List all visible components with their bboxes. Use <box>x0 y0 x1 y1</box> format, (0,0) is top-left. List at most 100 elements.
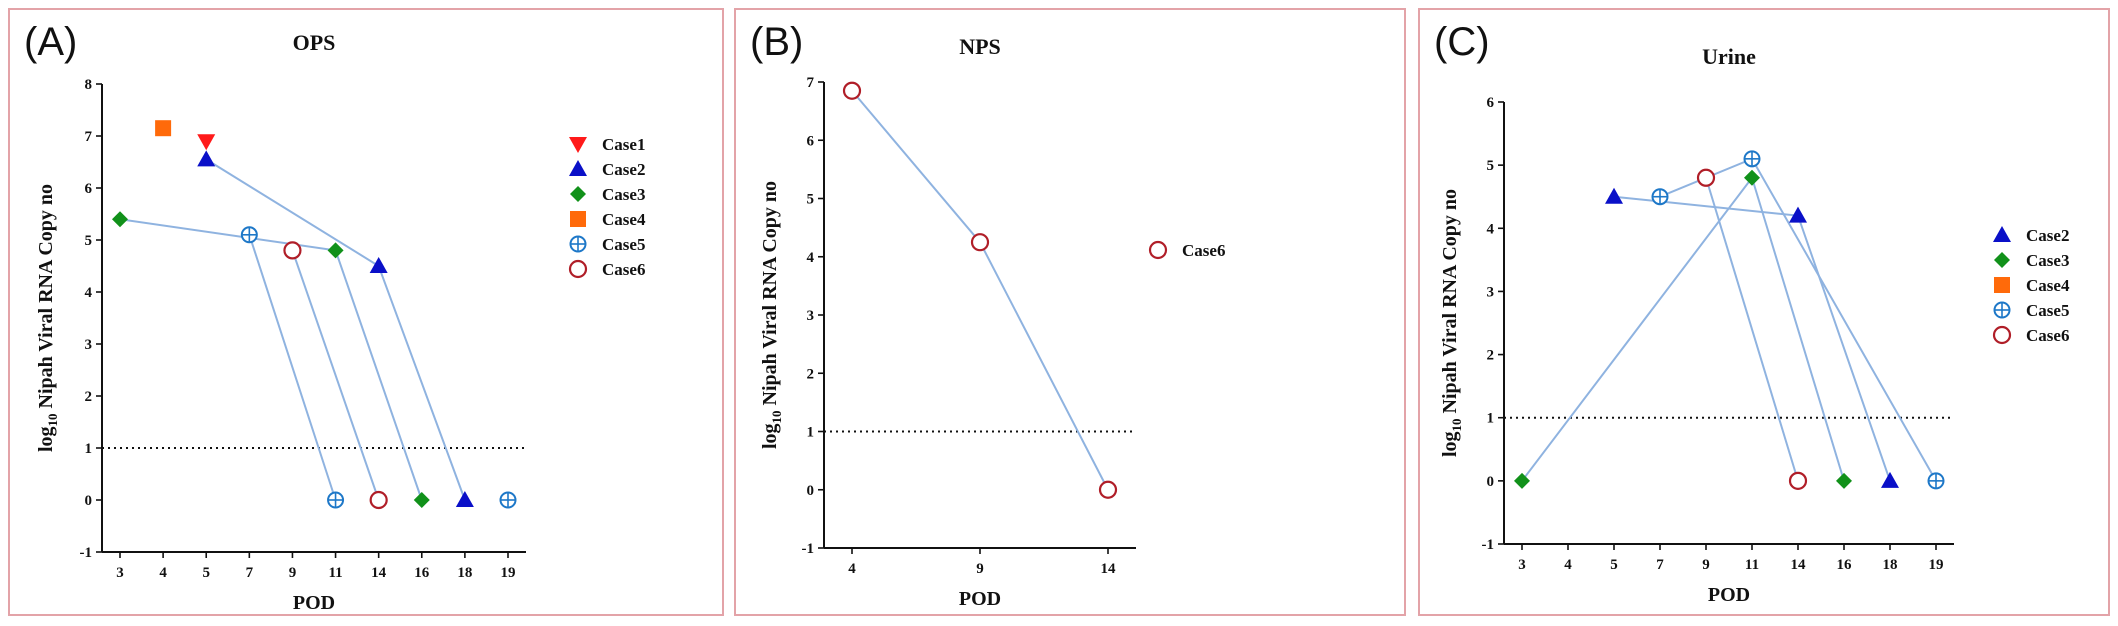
x-tick-label: 19 <box>501 565 516 581</box>
y-tick-label: 0 <box>807 483 815 499</box>
panel-label: (B) <box>750 20 804 64</box>
data-point-case6 <box>1788 471 1808 490</box>
legend-label: Case6 <box>2026 326 2069 345</box>
legend-marker-case6 <box>1148 240 1168 260</box>
y-tick-label: 2 <box>85 389 93 405</box>
data-point-case3 <box>1744 169 1760 186</box>
y-axis-label: log10 Nipah Viral RNA Copy no <box>759 181 784 449</box>
y-tick-label: -1 <box>80 545 93 561</box>
x-axis-label: POD <box>1708 584 1750 606</box>
data-point-case5 <box>499 491 517 509</box>
data-point-case2 <box>197 150 216 167</box>
legend-marker-case6 <box>1992 325 2012 345</box>
y-tick-label: 4 <box>807 250 815 266</box>
data-point-case5 <box>1743 150 1761 168</box>
x-axis-label: POD <box>293 592 335 614</box>
data-point-case5 <box>327 491 345 509</box>
y-tick-label: 5 <box>85 233 93 249</box>
data-point-case6 <box>842 81 862 100</box>
panel-ops: OPS -1 0 1 2 3 4 5 6 7 8 3 4 5 7 9 11 14 16 18 19 POD log10 Ni… <box>8 8 724 616</box>
legend-marker-case3 <box>570 186 586 202</box>
x-tick-label: 4 <box>848 561 856 577</box>
panel-label: (A) <box>24 20 78 64</box>
x-tick-label: 3 <box>1518 557 1526 573</box>
y-tick-label: 7 <box>85 129 93 145</box>
data-point-case4 <box>155 120 172 137</box>
x-tick-label: 18 <box>1883 557 1898 573</box>
x-tick-label: 19 <box>1929 557 1944 573</box>
data-point-case2 <box>1605 187 1623 204</box>
legend-label: Case6 <box>602 260 645 279</box>
data-point-case6 <box>283 241 302 260</box>
legend-label: Case4 <box>2026 276 2070 295</box>
y-tick-label: 1 <box>85 441 93 457</box>
x-tick-label: 7 <box>1656 557 1664 573</box>
legend-label: Case3 <box>602 185 645 204</box>
data-point-case2 <box>1881 471 1899 488</box>
legend-marker-case5 <box>1993 301 2011 319</box>
series-line-case6 <box>291 250 380 501</box>
x-tick-label: 7 <box>246 565 254 581</box>
y-tick-label: 4 <box>85 285 93 301</box>
y-tick-label: 7 <box>807 75 815 91</box>
x-tick-label: 9 <box>1702 557 1710 573</box>
x-tick-label: 9 <box>289 565 297 581</box>
data-point-case5 <box>1651 188 1669 206</box>
x-tick-label: 14 <box>371 565 387 581</box>
x-tick-label: 11 <box>1745 557 1759 573</box>
series-line-case2 <box>1613 195 1891 482</box>
data-point-case2 <box>1789 206 1807 223</box>
data-point-case5 <box>1927 472 1945 490</box>
data-point-case6 <box>1696 168 1716 187</box>
data-point-case3 <box>1836 472 1852 489</box>
legend-marker-case2 <box>569 160 587 176</box>
legend-label: Case5 <box>2026 301 2069 320</box>
y-tick-label: 2 <box>807 366 815 382</box>
legend-label: Case4 <box>602 210 646 229</box>
ops-chart: OPS -1 0 1 2 3 4 5 6 7 8 3 4 5 7 9 11 14 16 18 19 POD log10 Ni… <box>35 30 646 614</box>
y-tick-label: 4 <box>1487 221 1495 237</box>
x-tick-label: 3 <box>116 565 124 581</box>
x-axis-label: POD <box>959 588 1001 610</box>
x-tick-label: 14 <box>1101 561 1117 577</box>
urine-chart: Urine -1 0 1 2 3 4 5 6 3 4 5 7 9 11 14 16 18 19 POD log10 Ni… <box>1439 44 2070 606</box>
legend-marker-case4 <box>1994 277 2010 293</box>
x-tick-label: 14 <box>1791 557 1807 573</box>
y-tick-label: 0 <box>85 493 93 509</box>
legend-marker-case5 <box>569 235 587 253</box>
data-point-case2 <box>455 491 474 507</box>
y-tick-label: 6 <box>807 133 815 149</box>
y-tick-label: 6 <box>1487 95 1495 111</box>
x-tick-label: 4 <box>1564 557 1572 573</box>
legend-label: Case2 <box>2026 226 2069 245</box>
x-tick-label: 9 <box>976 561 984 577</box>
y-axis-label: log10 Nipah Viral RNA Copy no <box>1439 189 1464 457</box>
series-line-case6 <box>851 90 1109 491</box>
x-tick-label: 18 <box>457 565 472 581</box>
panel-nps: NPS -1 0 1 2 3 4 5 6 7 4 9 14 POD log10 Nipah Viral RN… <box>734 8 1406 616</box>
x-tick-label: 11 <box>328 565 342 581</box>
panel-label: (C) <box>1434 20 1490 64</box>
legend-label: Case2 <box>602 160 645 179</box>
legend-label: Case3 <box>2026 251 2069 270</box>
legend-label: Case1 <box>602 135 645 154</box>
data-point-case3 <box>1514 472 1530 489</box>
legend-label: Case6 <box>1182 241 1225 260</box>
series-line-case6 <box>1705 177 1799 482</box>
y-tick-label: 6 <box>85 181 93 197</box>
y-tick-label: -1 <box>1482 537 1495 553</box>
x-tick-label: 4 <box>159 565 167 581</box>
y-tick-label: 0 <box>1487 474 1495 490</box>
legend-marker-case1 <box>569 137 587 153</box>
data-point-case3 <box>413 492 430 508</box>
data-point-case6 <box>970 233 990 252</box>
y-tick-label: 2 <box>1487 348 1495 364</box>
x-tick-label: 16 <box>1837 557 1853 573</box>
series-line-case5 <box>248 234 337 501</box>
y-tick-label: 3 <box>85 337 93 353</box>
y-tick-label: 5 <box>807 192 815 208</box>
legend-marker-case2 <box>1993 226 2011 242</box>
series-line-case3 <box>1521 175 1845 482</box>
y-axis-label: log10 Nipah Viral RNA Copy no <box>35 184 60 452</box>
legend-marker-case6 <box>568 259 588 279</box>
